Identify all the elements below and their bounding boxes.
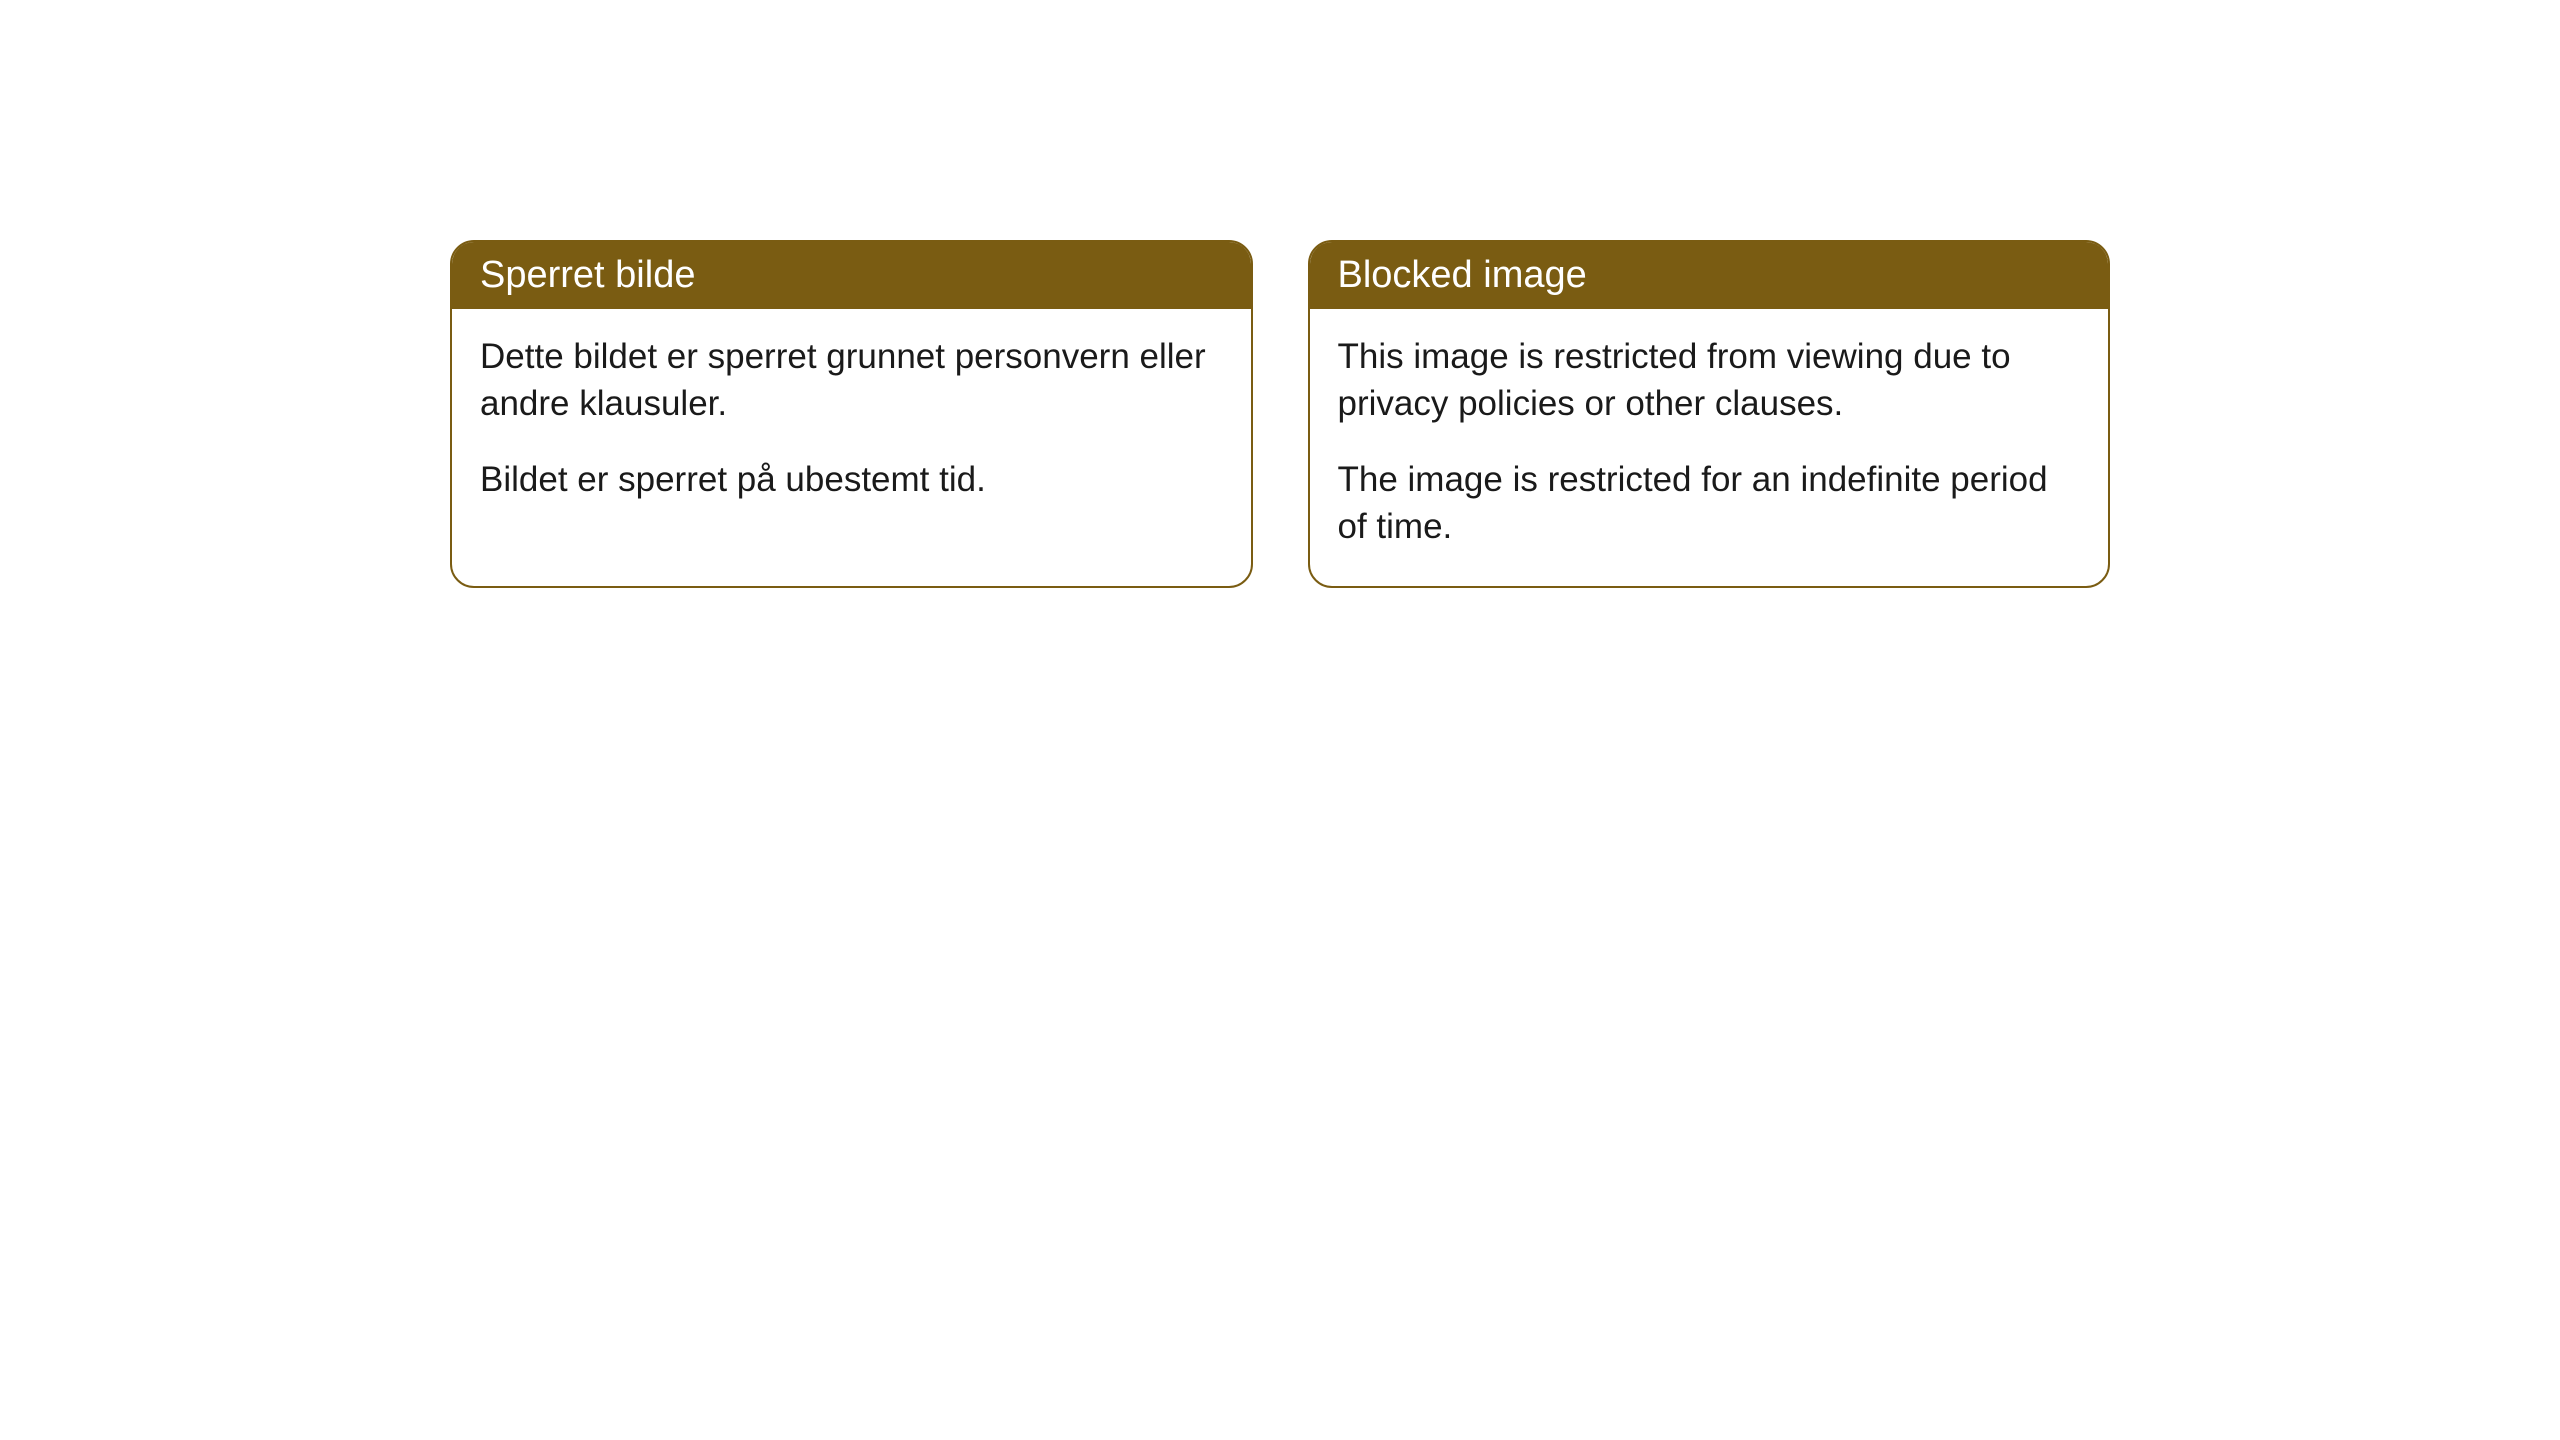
card-english: Blocked image This image is restricted f… <box>1308 240 2111 588</box>
card-paragraph-1-english: This image is restricted from viewing du… <box>1338 333 2081 428</box>
cards-container: Sperret bilde Dette bildet er sperret gr… <box>0 0 2560 828</box>
card-body-norwegian: Dette bildet er sperret grunnet personve… <box>452 309 1251 539</box>
card-norwegian: Sperret bilde Dette bildet er sperret gr… <box>450 240 1253 588</box>
card-paragraph-2-english: The image is restricted for an indefinit… <box>1338 456 2081 551</box>
card-paragraph-2-norwegian: Bildet er sperret på ubestemt tid. <box>480 456 1223 503</box>
card-body-english: This image is restricted from viewing du… <box>1310 309 2109 586</box>
card-header-english: Blocked image <box>1310 242 2109 309</box>
card-header-norwegian: Sperret bilde <box>452 242 1251 309</box>
card-title-norwegian: Sperret bilde <box>480 254 695 296</box>
card-paragraph-1-norwegian: Dette bildet er sperret grunnet personve… <box>480 333 1223 428</box>
card-title-english: Blocked image <box>1338 254 1587 296</box>
